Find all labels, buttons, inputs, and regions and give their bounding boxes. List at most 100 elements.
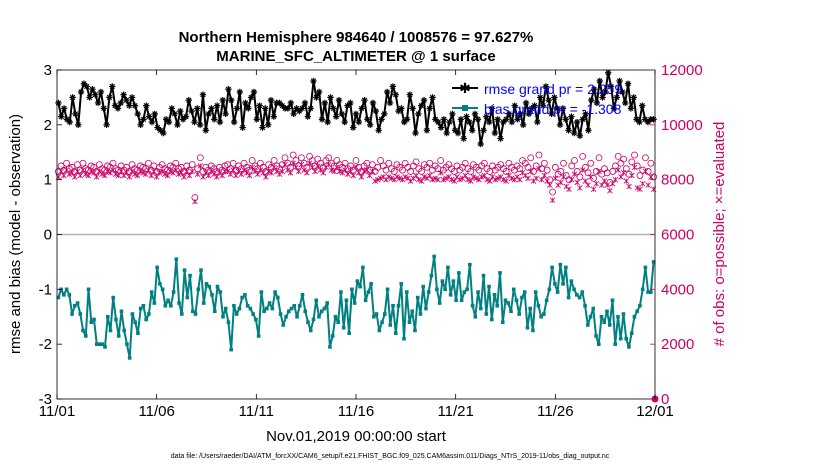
rmse-point-stroke [554, 105, 560, 112]
rmse-point-stroke [622, 100, 628, 106]
rmse-point [460, 135, 467, 142]
bias-point [278, 312, 283, 316]
rmse-point [228, 96, 235, 104]
obs-evaluated-point [437, 170, 444, 176]
rmse-point [216, 118, 224, 126]
obs-possible-point [622, 165, 630, 173]
obs-evaluated-point [372, 178, 378, 184]
obs-possible-point [196, 154, 204, 162]
bias-point [133, 320, 137, 325]
rmse-point-stroke [78, 89, 84, 95]
bias-point [446, 265, 450, 270]
bias-point [440, 279, 445, 283]
data-file-footnote: data file: /Users/raeder/DAI/ATM_forcXX/… [171, 453, 610, 460]
rmse-point [60, 105, 68, 112]
rmse-point [491, 129, 499, 137]
bias-point [372, 314, 376, 319]
obs-evaluated-point [579, 167, 586, 173]
bias-point [635, 309, 639, 314]
bias-point [627, 345, 631, 349]
obs-evaluated-point [298, 161, 305, 168]
obs-evaluated-point [593, 180, 600, 187]
rmse-point [131, 102, 139, 109]
bias-point [122, 328, 127, 333]
bias-point [185, 295, 190, 300]
obs-possible-point [437, 157, 445, 164]
rmse-point-stroke [302, 100, 308, 106]
obs-evaluated-point [642, 168, 649, 175]
obs-possible-point [407, 168, 415, 175]
rmse-point-stroke [444, 130, 450, 136]
rmse-point [409, 105, 416, 112]
rmse-point-stroke [551, 94, 558, 101]
bias-point [555, 290, 560, 294]
rmse-point [250, 88, 258, 96]
obs-evaluated-point [615, 167, 621, 173]
rmse-point [585, 127, 592, 134]
obs-possible-point [270, 157, 278, 164]
bias-point [468, 262, 472, 267]
rmse-point-stroke [588, 97, 594, 103]
rmse-point [208, 105, 215, 112]
bias-point [171, 290, 176, 294]
rmse-point [607, 83, 615, 90]
rmse-point-stroke [526, 111, 532, 117]
obs-evaluated-point [61, 172, 67, 179]
bias-point [199, 268, 203, 272]
rmse-point [511, 102, 518, 109]
bias-point [564, 265, 568, 270]
obs-evaluated-point [629, 172, 635, 179]
bias-point [221, 314, 225, 319]
obs-evaluated-point [552, 175, 559, 182]
obs-evaluated-point [82, 171, 89, 177]
obs-evaluated-point [194, 171, 201, 177]
rmse-point-stroke [469, 127, 475, 133]
rmse-point-stroke [512, 102, 518, 109]
obs-evaluated-point [604, 182, 610, 188]
obs-evaluated-point [334, 164, 340, 171]
rmse-point [383, 88, 391, 96]
rmse-point [290, 110, 297, 118]
rmse-point [114, 105, 122, 112]
rmse-point [154, 124, 161, 131]
bias-point [522, 290, 527, 294]
obs-evaluated-point [533, 175, 540, 182]
obs-evaluated-point [585, 182, 591, 188]
bias-point [286, 309, 291, 314]
rmse-point [545, 96, 552, 104]
rmse-point-stroke [594, 100, 600, 106]
obs-possible-point [229, 159, 237, 167]
rmse-point [364, 116, 371, 123]
obs-possible-point [412, 158, 420, 166]
bias-point [470, 303, 475, 308]
rmse-point-stroke [222, 111, 229, 117]
rmse-point-stroke [106, 94, 113, 101]
rmse-point-stroke [565, 127, 572, 133]
rmse-point-stroke [455, 130, 461, 136]
rmse-point-stroke [319, 116, 325, 123]
bias-point [489, 317, 494, 322]
rmse-point-stroke [489, 105, 495, 112]
bias-point [251, 312, 255, 316]
bias-point [56, 295, 61, 300]
y-right-tick-label: 12000 [661, 62, 703, 79]
bias-point [610, 298, 615, 303]
rmse-point-stroke [514, 116, 521, 123]
bias-point [136, 331, 140, 335]
obs-evaluated-point [448, 176, 455, 183]
bias-point [276, 295, 280, 300]
rmse-point-stroke [333, 113, 339, 120]
rmse-point [551, 94, 558, 101]
rmse-point [565, 127, 572, 134]
rmse-point-stroke [256, 102, 263, 109]
rmse-point-stroke [177, 108, 183, 114]
rmse-point-stroke [89, 86, 96, 92]
rmse-point [245, 105, 252, 112]
rmse-point-stroke [288, 100, 294, 106]
rmse-point [310, 77, 317, 85]
bias-point [289, 306, 294, 311]
rmse-point [610, 105, 618, 112]
x-tick-label: 11/26 [537, 403, 573, 420]
rmse-point [332, 113, 340, 120]
obs-possible-point [248, 157, 256, 164]
